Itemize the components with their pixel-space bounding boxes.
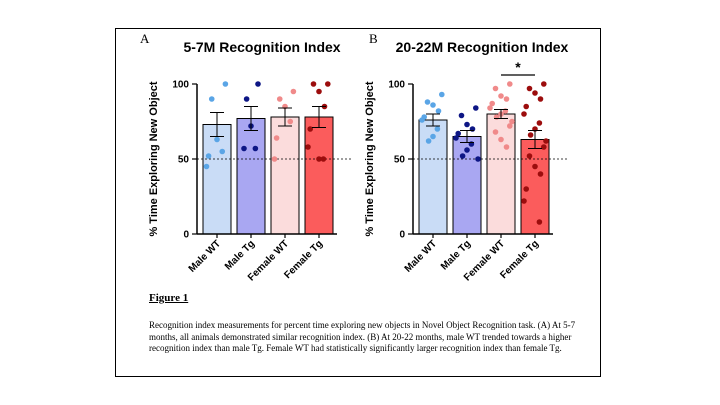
data-point — [498, 93, 504, 99]
data-point — [526, 153, 533, 159]
data-point — [208, 96, 215, 102]
data-point — [430, 133, 436, 140]
data-point — [521, 198, 527, 204]
data-point — [492, 129, 499, 135]
significance-star: * — [515, 59, 521, 75]
data-point — [459, 153, 466, 159]
data-point — [425, 138, 432, 144]
data-point — [290, 88, 297, 95]
data-point — [453, 135, 459, 141]
data-point — [537, 171, 544, 177]
data-point — [498, 136, 504, 143]
data-point — [287, 118, 294, 125]
figure-label: Figure 1 — [149, 292, 189, 304]
panel-letter: B — [369, 31, 378, 46]
figure-frame — [115, 28, 601, 377]
data-point — [271, 156, 278, 162]
data-point — [439, 91, 445, 98]
data-point — [532, 163, 538, 170]
data-point — [541, 81, 547, 87]
chart-title: 20-22M Recognition Index — [396, 39, 569, 55]
data-point — [509, 118, 515, 125]
data-point — [434, 126, 441, 132]
data-point — [532, 90, 538, 96]
data-point — [435, 108, 442, 114]
data-point — [252, 145, 259, 152]
bar — [236, 118, 266, 235]
data-point — [507, 81, 513, 87]
data-point — [273, 135, 280, 141]
data-point — [527, 132, 534, 138]
chart-title: 5-7M Recognition Index — [183, 39, 340, 55]
data-point — [455, 130, 462, 137]
y-tick-label: 0 — [399, 230, 405, 241]
y-tick-label: 50 — [178, 155, 190, 166]
data-point — [219, 148, 226, 155]
y-tick-label: 100 — [388, 80, 405, 91]
y-tick-label: 100 — [172, 80, 189, 91]
bar — [304, 116, 334, 235]
data-point — [503, 144, 510, 150]
data-point — [203, 163, 210, 170]
data-point — [316, 88, 322, 95]
data-point — [424, 99, 431, 105]
y-tick-label: 0 — [183, 230, 189, 241]
data-point — [541, 144, 547, 150]
bar — [202, 124, 232, 235]
data-point — [492, 85, 499, 92]
data-point — [430, 102, 436, 108]
data-point — [503, 96, 510, 102]
data-point — [526, 85, 533, 92]
data-point — [464, 121, 470, 128]
data-point — [316, 156, 322, 162]
data-point — [205, 153, 212, 159]
data-point — [241, 145, 247, 152]
data-point — [325, 81, 331, 87]
data-point — [255, 81, 261, 87]
data-point — [320, 156, 327, 162]
data-point — [523, 186, 529, 192]
data-point — [464, 147, 470, 153]
x-tick-label: Male WT — [187, 238, 223, 274]
data-point — [543, 138, 549, 144]
y-axis-title: % Time Exploring New Object — [148, 81, 160, 236]
data-point — [310, 81, 317, 87]
x-tick-label: Male WT — [403, 238, 439, 274]
data-point — [305, 144, 311, 150]
data-point — [307, 126, 314, 132]
data-point — [536, 219, 543, 225]
data-point — [489, 100, 496, 107]
y-tick-label: 50 — [394, 155, 406, 166]
bar — [270, 116, 300, 235]
data-point — [487, 105, 493, 111]
x-tick-label: Male Tg — [223, 238, 257, 272]
y-axis-title: % Time Exploring New Object — [364, 81, 376, 236]
data-point — [458, 112, 465, 119]
data-point — [276, 96, 283, 102]
data-point — [523, 103, 529, 110]
data-point — [507, 123, 513, 129]
data-point — [222, 81, 229, 87]
data-point — [214, 136, 220, 143]
data-point — [473, 105, 479, 111]
bar — [486, 113, 516, 235]
panel-letter: A — [140, 31, 150, 46]
data-point — [419, 117, 425, 123]
data-point — [537, 96, 544, 102]
data-point — [521, 111, 527, 117]
data-point — [243, 96, 250, 102]
data-point — [536, 120, 543, 126]
figure-caption: Recognition index measurements for perce… — [149, 320, 576, 353]
x-tick-label: Male Tg — [439, 238, 473, 272]
data-point — [475, 156, 481, 162]
